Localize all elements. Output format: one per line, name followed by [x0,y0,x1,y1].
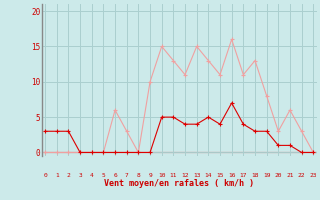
X-axis label: Vent moyen/en rafales ( km/h ): Vent moyen/en rafales ( km/h ) [104,179,254,188]
